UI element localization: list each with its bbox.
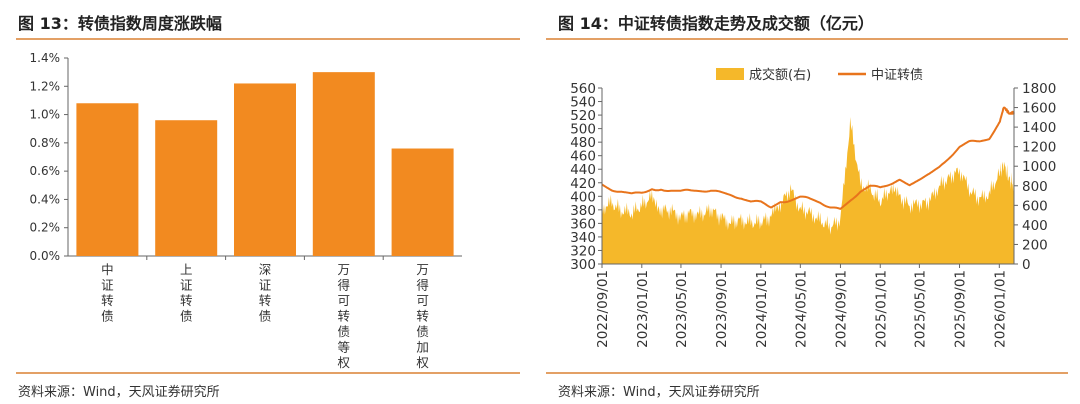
line-left-tick-label: 560 [570,81,596,97]
bar-y-tick-label: 0.6% [30,164,61,178]
bar-y-tick-label: 0.8% [30,136,61,150]
left-chart-title: 图 13：转债指数周度涨跌幅 [18,14,222,33]
bar-category-label: 中证转债 [101,262,114,324]
convertible-index-line [601,106,1015,210]
bar-4 [312,72,375,256]
left-source-rule [16,372,520,374]
line-x-tick-label: 2023/01/01 [635,270,651,348]
line-right-tick-label: 1200 [1022,140,1056,156]
line-right-tick-label: 400 [1022,218,1048,234]
line-x-tick-label: 2022/09/01 [595,270,611,348]
line-chart: 成交额(右) 中证转债300320340360380400420440460480… [570,67,1056,348]
bar-y-tick-label: 1.2% [30,79,61,93]
bar-category-label: 上证转债 [180,262,193,324]
line-right-tick-label: 800 [1022,179,1048,195]
line-right-tick-label: 1800 [1022,81,1056,97]
line-x-tick-label: 2024/05/01 [793,270,809,348]
left-title-rule [16,38,520,40]
bar-y-tick-label: 1.4% [30,51,61,65]
line-right-tick-label: 600 [1022,198,1048,214]
line-left-tick-label: 300 [570,257,596,273]
bar-y-tick-label: 0.2% [30,221,61,235]
line-left-tick-label: 520 [570,108,596,124]
right-chart-title: 图 14：中证转债指数走势及成交额（亿元） [558,14,874,33]
line-left-tick-label: 320 [570,243,596,259]
line-left-tick-label: 380 [570,203,596,219]
line-x-tick-label: 2023/05/01 [674,270,690,348]
line-x-tick-label: 2025/09/01 [953,270,969,348]
line-chart-legend: 成交额(右) 中证转债 [716,67,923,83]
bar-y-tick-label: 1.0% [30,108,61,122]
bar-3 [234,83,296,256]
bar-y-tick-label: 0.4% [30,192,61,206]
line-x-tick-label: 2025/05/01 [912,270,928,348]
turnover-area [602,117,1014,264]
line-x-tick-label: 2026/01/01 [992,270,1008,348]
bar-category-label: 深证转债 [259,262,272,324]
line-left-tick-label: 400 [570,189,596,205]
line-left-tick-label: 420 [570,176,596,192]
line-x-tick-label: 2025/01/01 [873,270,889,348]
line-x-tick-label: 2024/09/01 [833,270,849,348]
line-left-tick-label: 340 [570,230,596,246]
legend-line-label: 中证转债 [871,68,923,83]
bar-5 [391,148,454,256]
bar-category-label: 万得可转债等权 [338,262,351,370]
line-left-tick-label: 460 [570,149,596,165]
line-x-tick-label: 2024/01/01 [754,270,770,348]
bar-1 [76,103,139,256]
bar-category-label: 万得可转债加权 [416,262,429,370]
line-right-tick-label: 200 [1022,237,1048,253]
line-left-tick-label: 360 [570,216,596,232]
legend-area-label: 成交额(右) [749,67,811,83]
legend-area-swatch [716,68,744,80]
bar-y-tick-label: 0.0% [30,249,61,263]
left-chart-source: 资料来源：Wind，天风证券研究所 [18,385,220,400]
right-source-rule [546,372,1068,374]
bar-chart: 0.0% 0.2% 0.4% 0.6% 0.8% 1.0% 1.2% 1.4% 中证转债 上证转债… [30,51,462,370]
line-left-tick-label: 440 [570,162,596,178]
line-x-tick-label: 2023/09/01 [714,270,730,348]
line-right-tick-label: 1400 [1022,120,1056,136]
line-right-tick-label: 1000 [1022,159,1056,175]
right-title-rule [546,38,1068,40]
bar-2 [155,120,218,256]
line-right-tick-label: 0 [1022,257,1031,273]
line-left-tick-label: 540 [570,95,596,111]
right-chart-source: 资料来源：Wind，天风证券研究所 [558,385,760,400]
left-chart-panel: 图 13：转债指数周度涨跌幅 0.0% 0.2% 0.4% 0.6% 0.8% 1.0% 1… [0,0,522,404]
line-right-tick-label: 1600 [1022,101,1056,117]
line-left-tick-label: 480 [570,135,596,151]
line-left-tick-label: 500 [570,122,596,138]
right-chart-panel: 图 14：中证转债指数走势及成交额（亿元） 成交额(右) 中证转债 300 320 34… [546,0,1080,404]
